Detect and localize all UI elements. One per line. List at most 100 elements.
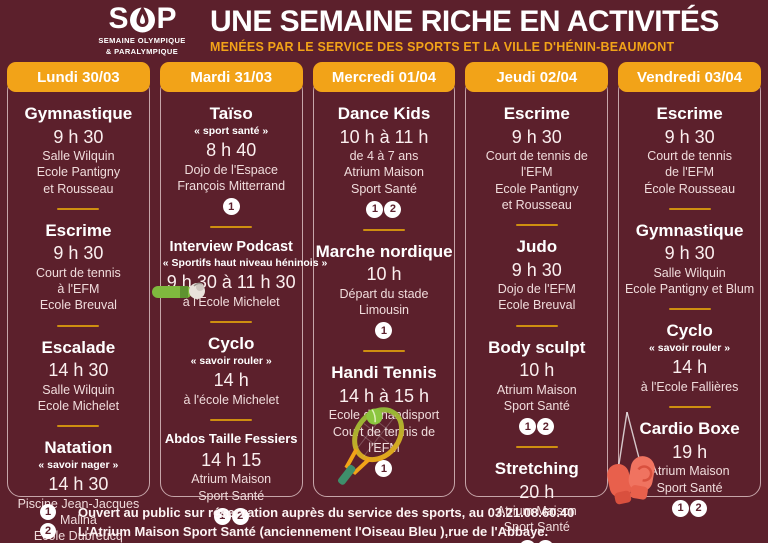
activity: Taïso « sport santé » 8 h 40 Dojo de l'E… [163,104,300,216]
activity-time: 9 h 30 [53,126,104,147]
day-header-tuesday: Mardi 31/03 [159,62,303,92]
divider [515,446,558,449]
activity-location: Salle Wilquin [42,149,115,164]
footnote-ref-1: 1 [519,418,537,436]
activity-title: Escalade [41,337,116,357]
footnote-refs: 1 [163,198,300,216]
day-panel-monday: Gymnastique 9 h 30 Salle Wilquin Ecole P… [7,77,150,543]
activity-title: Gymnastique [635,220,744,240]
activity-location: Atrium Maison [496,504,577,519]
activity-title: Cardio Boxe [639,419,740,439]
activity-title: Judo [516,237,558,257]
divider [362,228,405,231]
activity-time: 14 h 30 [48,474,109,495]
day-header-thursday: Jeudi 02/04 [465,62,609,92]
day-column-monday: Lundi 30/03 Gymnastique 9 h 30 Salle Wil… [7,62,150,543]
activity-title: Natation [44,438,113,458]
footnote-text-1: Ouvert au public sur réservation auprès … [78,504,575,520]
activity-location: Ecole Pantigny [36,165,121,180]
activity-time: 20 h [519,481,555,502]
footnote-ref-1: 1 [375,460,393,478]
footnote-row-2: 2 L'Atrium Maison Sport Santé (anciennem… [40,523,758,539]
activity-subtitle: « sport santé » [194,124,269,137]
activity-location: Sport Santé [656,480,723,495]
activity-location: Sport Santé [503,520,570,535]
activity-subtitle: « Sportifs haut niveau héninois » [162,256,328,269]
activity-time: 14 h à 15 h [338,385,430,406]
activity-location: Ecole Michelet [37,398,120,413]
footnote-badge-1: 1 [40,504,56,520]
activity-location: Atrium Maison [344,165,424,180]
footnote-refs: 1 2 [163,507,300,525]
schedule-grid: Lundi 30/03 Gymnastique 9 h 30 Salle Wil… [7,62,761,543]
footnote-refs: 1 [316,460,453,478]
activity-title: Interview Podcast [169,239,293,256]
activity-title: Dance Kids [337,104,431,123]
activity-location: Salle Wilquin [42,382,115,397]
activity-time: 9 h 30 [664,126,715,147]
activity-location: Court de tennis [36,265,121,280]
activity-location: Atrium Maison [191,472,272,487]
activity: Escrime 9 h 30 Court de tennis de l'EFM … [621,104,758,197]
logo-letter-s: S [108,1,128,35]
boxing-gloves-icon [607,412,655,505]
activity-time: 14 h 30 [48,360,109,381]
activity-title: Stretching [494,459,579,479]
divider [668,406,711,409]
footnote-ref-2: 2 [537,418,555,436]
activity-time: 9 h 30 [53,243,104,264]
footnote-row-1: 1 Ouvert au public sur réservation auprè… [40,504,758,520]
divider [210,321,253,324]
activity-location: à l'Ecole Michelet [182,294,280,309]
activity: Escrime 9 h 30 Court de tennis à l'EFM E… [10,221,147,314]
activity-time: 10 h [519,360,555,381]
footnote-ref-1: 1 [213,507,231,525]
activity-subtitle: « savoir rouler » [649,341,731,354]
activity-title: Taïso [209,104,253,123]
footnote-ref-2: 2 [690,499,708,517]
activity-location: Ecole du handisport [328,408,440,423]
day-header-monday: Lundi 30/03 [7,62,150,92]
cyclist-arm-icon [151,282,205,299]
divider [668,207,711,210]
activity-title: Body sculpt [488,337,586,357]
activity-title: Escrime [656,104,723,123]
activity-location: Dojo de l'Espace [184,162,278,177]
footnote-ref-1: 1 [222,198,240,216]
sop-acronym: S P [92,1,192,35]
logo-subline-1: SEMAINE OLYMPIQUE [98,35,186,45]
activity-title: Cyclo [208,334,255,354]
day-header-wednesday: Mercredi 01/04 [312,62,456,92]
activity-location: Ecole Pantigny et Blum [624,282,755,297]
activity-title: Marche nordique [315,241,453,261]
activity-time: 9 h 30 [511,126,562,147]
divider [210,419,253,422]
activity: Judo 9 h 30 Dojo de l'EFM Ecole Breuval [468,237,605,314]
activity-title: Gymnastique [24,104,133,123]
activity-location: Court de tennis [647,149,732,164]
activity-location: Dojo de l'EFM [497,282,576,297]
activity-time: 14 h [672,357,708,378]
activity-time: 9 h 30 [511,259,562,280]
activity-location: Ecole Pantigny [495,181,579,196]
activity-time: 9 h 30 [664,243,715,264]
activity: Interview Podcast « Sportifs haut niveau… [162,239,328,310]
activity-detail: de 4 à 7 ans [349,149,419,164]
activity: Cyclo « savoir rouler » 14 h à l'Ecole F… [621,321,758,395]
footnote-ref-1: 1 [366,200,384,218]
activity-location: François Mitterrand [177,178,286,193]
footnote-refs: 1 2 [468,418,605,436]
tennis-racket-icon [337,407,404,485]
activity-title: Cyclo [666,321,713,341]
divider [515,224,558,227]
logo-subline-2: & PARALYMPIQUE [105,47,179,56]
activity: Cardio Boxe 19 h Atrium Maison Sport San… [621,419,758,517]
activity-location: Atrium Maison [496,382,577,397]
activity: Gymnastique 9 h 30 Salle Wilquin Ecole P… [621,221,758,298]
activity: Escalade 14 h 30 Salle Wilquin Ecole Mic… [10,338,147,415]
activity-location: École Rousseau [644,181,736,196]
activity: Natation « savoir nager » 14 h 30 Piscin… [10,438,147,543]
activity: Escrime 9 h 30 Court de tennis de l'EFM … [468,104,605,213]
activity-location: Ecole Breuval [498,298,576,313]
page-subtitle: MENÉES PAR LE SERVICE DES SPORTS ET LA V… [210,40,675,55]
